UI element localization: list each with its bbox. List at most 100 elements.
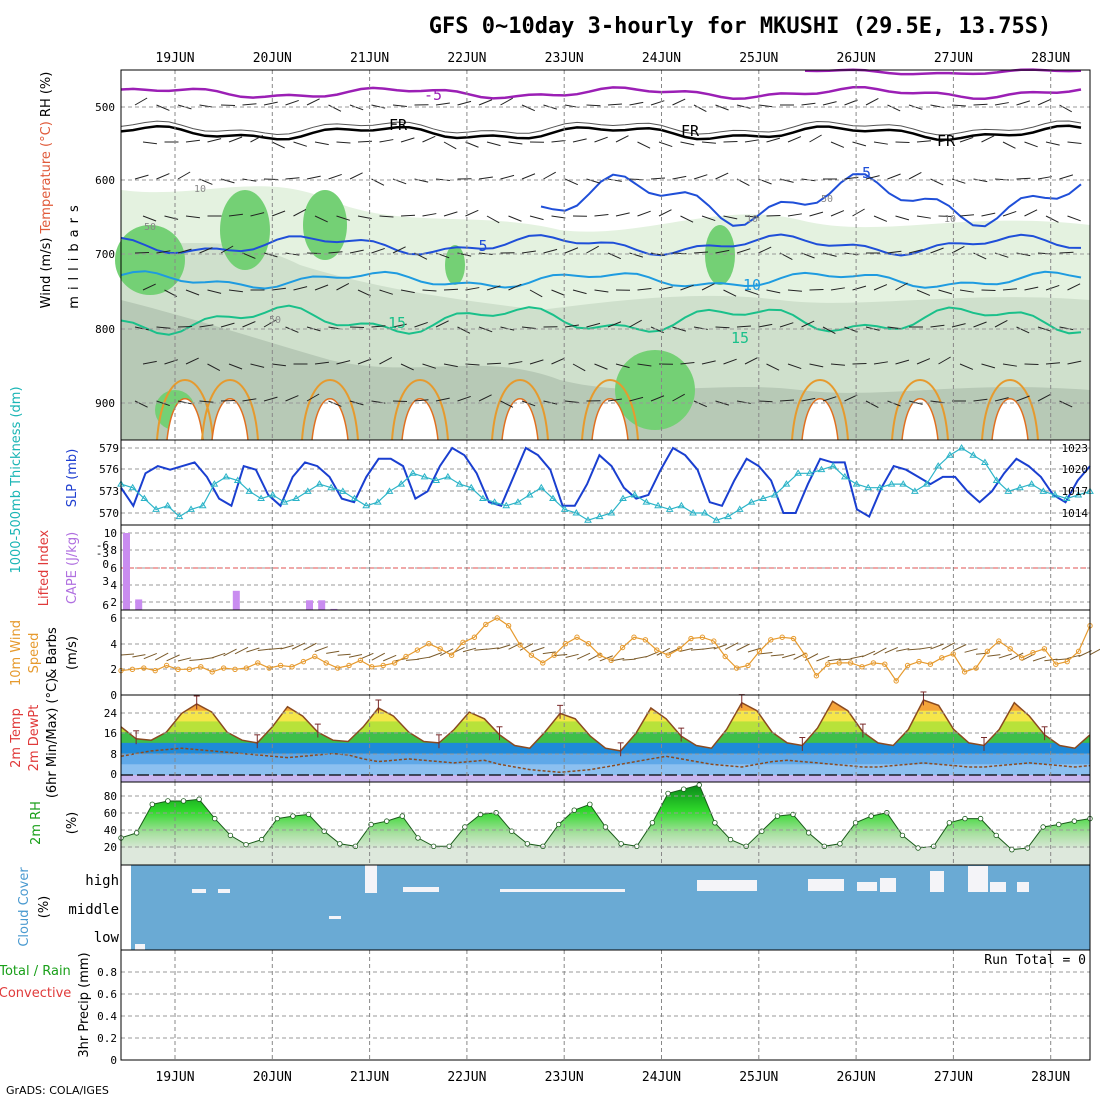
- cloud-gap: [500, 889, 625, 892]
- wind-barb: [486, 141, 501, 147]
- wind-speed-marker: [380, 662, 386, 669]
- wind-barb: [572, 363, 586, 372]
- temperature-contour-warm: [491, 379, 549, 441]
- wind-barb: [1037, 393, 1051, 402]
- wind-barb: [615, 363, 630, 369]
- thickness-marker: [922, 480, 931, 487]
- date-label-top: 24JUN: [642, 51, 681, 66]
- wind-barb: [865, 400, 879, 409]
- surface-wind-barb: [1032, 656, 1047, 662]
- surface-wind-barb: [839, 658, 853, 661]
- thickness-marker: [572, 509, 581, 516]
- wind-speed-marker: [1030, 649, 1036, 656]
- cape-tick-label: 6: [110, 562, 117, 575]
- wind-barb: [822, 252, 837, 257]
- wind-speed-marker: [426, 640, 432, 647]
- thickness-marker: [152, 505, 160, 512]
- wind-barb: [1016, 395, 1030, 402]
- thickness-marker: [187, 505, 195, 512]
- date-label-top: 20JUN: [253, 51, 292, 66]
- li-ylabel: Lifted Index: [37, 529, 52, 606]
- surface-wind-barb: [1089, 648, 1100, 656]
- rh-moist-blob: [303, 190, 347, 260]
- surface-wind-barb: [200, 657, 214, 660]
- wind-barb: [414, 399, 429, 402]
- pressure-tick-label: 500: [95, 101, 115, 114]
- rh-marker: [352, 843, 359, 850]
- surface-wind-barb: [1055, 658, 1069, 661]
- temp-band: [121, 700, 1090, 712]
- wind-barb: [865, 175, 880, 180]
- wind-speed-marker: [950, 651, 956, 657]
- date-label-top: 22JUN: [447, 51, 486, 66]
- wind-barb: [916, 140, 931, 143]
- wind-barb: [1002, 210, 1017, 217]
- wind-barb: [852, 141, 867, 147]
- wind-barb: [443, 363, 458, 368]
- temperature-contour-warm: [581, 379, 639, 441]
- surface-wind-barb: [998, 653, 1012, 659]
- wind-barb: [650, 395, 665, 402]
- surface-wind-barb: [348, 653, 363, 658]
- thickness-marker: [362, 501, 371, 509]
- thickness-marker: [782, 480, 791, 487]
- li-tick-label: -6: [96, 539, 109, 552]
- wind-barb: [228, 136, 243, 143]
- wind-barb: [844, 99, 858, 106]
- wind-barb: [134, 97, 148, 106]
- wind-speed-marker: [996, 638, 1002, 644]
- wind-barb: [787, 136, 802, 143]
- slp-panel: [120, 439, 1091, 526]
- wind-barb: [228, 213, 243, 217]
- surface-wind-barb: [724, 642, 739, 650]
- thickness-marker: [899, 480, 908, 487]
- wind-barb: [564, 400, 579, 403]
- wind-barb: [852, 285, 867, 291]
- wind-speed-marker: [255, 660, 261, 666]
- wind-speed-marker: [152, 667, 158, 674]
- temperature-contour-warm: [981, 379, 1039, 441]
- contour-label: 15: [731, 329, 749, 347]
- wind-barb: [959, 363, 974, 370]
- thickness-marker: [233, 476, 242, 483]
- rh-moist-blob: [615, 350, 695, 430]
- wind-barb: [242, 398, 257, 402]
- slp-line: [120, 446, 1091, 519]
- rh-marker: [962, 815, 968, 822]
- wind-barb: [1016, 100, 1031, 106]
- rh-marker: [1056, 821, 1062, 828]
- wind-barb: [435, 178, 450, 181]
- thickness-marker: [385, 487, 394, 494]
- rh-marker: [149, 801, 155, 808]
- temperature-contour-warm: [301, 379, 359, 441]
- wind-barb: [220, 178, 235, 184]
- thickness-marker: [257, 494, 265, 502]
- wind-barb: [379, 215, 394, 218]
- wind-barb: [672, 175, 687, 180]
- wind-speed-marker: [790, 635, 797, 642]
- surface-wind-barb: [417, 656, 431, 660]
- wind-speed-marker: [232, 666, 238, 673]
- thickness-marker: [934, 462, 943, 469]
- wind-barb: [586, 322, 601, 328]
- contour-label: FR: [389, 116, 408, 134]
- wind-barb: [271, 363, 286, 367]
- thickness-marker: [630, 490, 639, 498]
- wind-barb: [766, 289, 781, 294]
- wind-barb: [185, 357, 199, 365]
- cape-tick-label: 4: [110, 579, 117, 592]
- wind-barb: [271, 141, 285, 149]
- rh-ylabel: 2m RH: [29, 801, 44, 845]
- wind-ylabel-part: (m/s): [65, 636, 80, 670]
- wind-barb: [1037, 252, 1053, 255]
- wind-speed-marker: [1053, 661, 1059, 667]
- thickness-marker: [595, 512, 604, 520]
- thickness-marker: [946, 451, 954, 458]
- wind-barb: [199, 247, 213, 254]
- wind-barb: [177, 400, 192, 405]
- wind-barb: [607, 398, 622, 402]
- wind-barb: [758, 246, 772, 254]
- wind-barb: [349, 172, 363, 180]
- dewpoint-line: [120, 747, 1091, 774]
- wind-barb: [349, 249, 364, 254]
